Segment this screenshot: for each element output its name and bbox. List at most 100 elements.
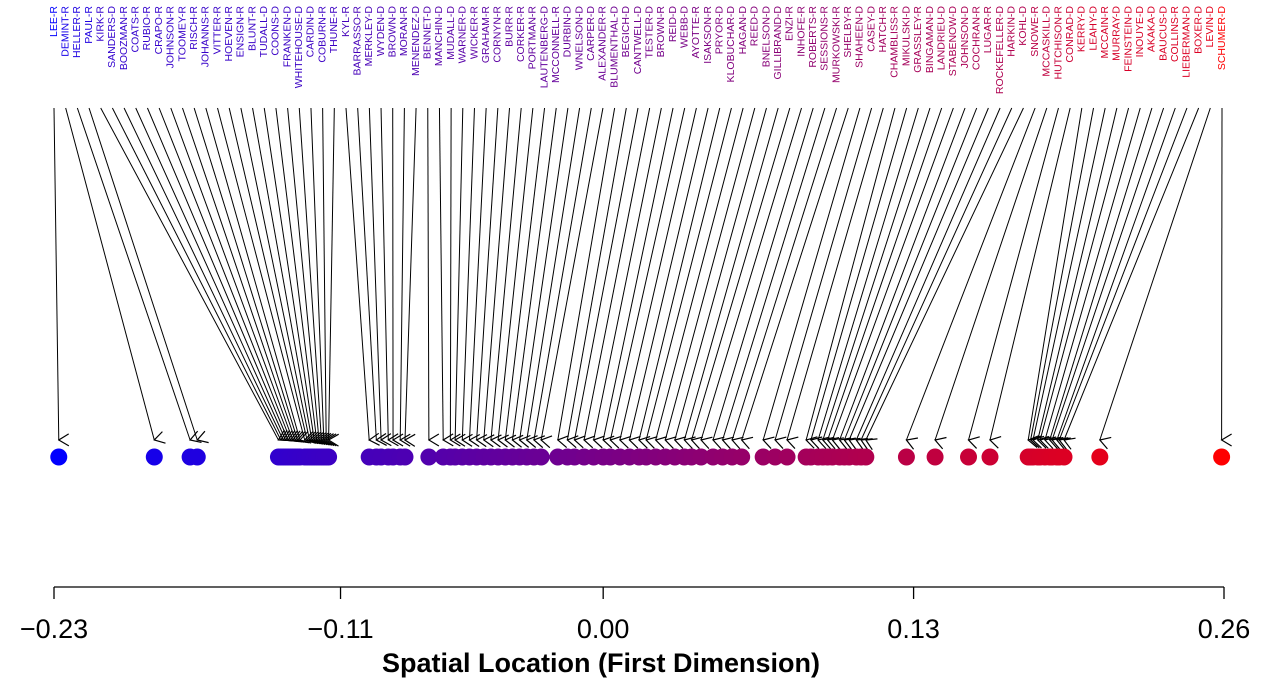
pointer-arrow xyxy=(1057,107,1176,440)
senator-label: ALEXANDER-R xyxy=(597,6,609,81)
pointer-arrow xyxy=(205,107,300,440)
pointer-arrow xyxy=(263,107,314,440)
senator-label: KIRK-R xyxy=(95,6,107,42)
senator-label: TUDALL-D xyxy=(258,6,270,58)
pointer-arrow xyxy=(906,107,1036,440)
pointer-arrow xyxy=(1059,107,1188,440)
pointer-arrow xyxy=(228,107,307,440)
pointer-arrow xyxy=(217,107,305,440)
pointer-arrow xyxy=(1052,107,1165,440)
senator-label: MORAN-R xyxy=(398,6,410,57)
senator-label: JOHNSON-D xyxy=(959,6,971,69)
pointer-arrow xyxy=(849,107,989,440)
pointer-arrow xyxy=(701,107,802,440)
pointer-arrow xyxy=(541,107,604,440)
dot xyxy=(396,448,414,466)
senator-label: BROWN-D xyxy=(387,6,399,58)
pointer-arrow xyxy=(400,107,404,440)
senator-label: SHELBY-R xyxy=(842,6,854,58)
pointer-arrow xyxy=(534,107,592,440)
pointer-arrow xyxy=(818,107,919,440)
pointer-arrow xyxy=(665,107,756,440)
pointer-arrow xyxy=(1064,107,1200,440)
dot xyxy=(766,448,784,466)
dot xyxy=(733,448,751,466)
pointer-arrow xyxy=(646,107,732,440)
senator-label: PRYOR-D xyxy=(714,6,726,55)
pointer-arrow xyxy=(275,107,317,440)
pointer-arrow xyxy=(620,107,697,440)
pointer-arrow xyxy=(840,107,966,440)
pointer-arrow xyxy=(170,107,293,440)
pointer-arrow xyxy=(100,107,279,440)
senator-label: WEBB-D xyxy=(679,6,691,48)
pointer-arrow xyxy=(505,107,546,440)
senator-label: COCHRAN-R xyxy=(971,6,983,71)
senator-label: COBURN-R xyxy=(316,6,328,63)
pointer-arrow xyxy=(405,107,417,440)
senator-label: GRASSLEY-R xyxy=(912,6,924,73)
senator-label: COLLINS-R xyxy=(1169,6,1181,62)
senator-label: HARKIN-D xyxy=(1006,6,1018,57)
senator-label: SANDERS-D xyxy=(106,6,118,68)
senator-label: JOHANNS-R xyxy=(200,6,212,68)
pointer-arrow xyxy=(462,107,475,440)
senator-label: KYL-R xyxy=(340,6,352,37)
senator-label: WNELSON-D xyxy=(573,6,585,71)
x-tick-label: 0.13 xyxy=(887,614,940,644)
senator-label: ENSIGN-R xyxy=(235,6,247,58)
senator-label: WICKER-R xyxy=(468,6,480,59)
dot xyxy=(1091,448,1109,466)
dot xyxy=(778,448,796,466)
pointer-arrow xyxy=(76,107,190,440)
senator-label: LEVIN-D xyxy=(1204,6,1216,48)
senator-label: FRANKEN-D xyxy=(281,6,293,68)
senator-label: CASEY-D xyxy=(865,6,877,52)
senator-label: MCCONNELL-R xyxy=(550,6,562,83)
pointer-arrow xyxy=(450,107,451,440)
pointer-arrow xyxy=(111,107,280,440)
pointer-arrow xyxy=(427,107,429,440)
pointer-arrow xyxy=(298,107,321,440)
pointer-arrow xyxy=(1031,107,1095,440)
dot xyxy=(981,448,999,466)
senator-label: JOHNSON-R xyxy=(165,6,177,69)
pointer-arrow xyxy=(732,107,838,440)
pointer-arrow xyxy=(692,107,791,440)
pointer-arrow xyxy=(610,107,686,440)
senator-label: BOXER-D xyxy=(1192,6,1204,54)
senator-label: MERKLEY-D xyxy=(363,6,375,67)
pointer-arrow xyxy=(287,107,319,440)
pointer-arrow xyxy=(684,107,779,440)
pointer-arrow xyxy=(193,107,297,440)
dot xyxy=(897,448,915,466)
senator-label: CRAPO-R xyxy=(153,6,165,55)
dot xyxy=(188,448,206,466)
pointer-arrow xyxy=(594,107,662,440)
pointer-arrow xyxy=(629,107,709,440)
senator-label: SESSIONS-R xyxy=(819,6,831,71)
pointer-arrow xyxy=(252,107,312,440)
senator-label: CORNYN-R xyxy=(492,6,504,63)
senator-label: FEINSTEIN-D xyxy=(1122,6,1134,72)
pointer-arrow xyxy=(763,107,861,440)
senator-label: MURKOWSKI-R xyxy=(830,6,842,83)
senator-label: BLUMENTHAL-D xyxy=(608,6,620,88)
pointer-arrow xyxy=(742,107,849,440)
senator-label: CARPER-D xyxy=(585,6,597,61)
senator-label: AKAKA-D xyxy=(1146,6,1158,53)
senator-label: CONRAD-D xyxy=(1064,6,1076,63)
pointer-arrow xyxy=(329,107,335,440)
senator-label: MUDALL-D xyxy=(445,6,457,60)
senator-label: TOOMEY-R xyxy=(176,6,188,62)
pointer-arrow xyxy=(603,107,674,440)
senator-label: RUBIO-R xyxy=(141,6,153,51)
pointer-arrow xyxy=(832,107,954,440)
senator-label: COONS-D xyxy=(270,6,282,56)
x-tick-label: 0.26 xyxy=(1198,614,1251,644)
pointer-arrow xyxy=(584,107,651,440)
dot xyxy=(532,448,550,466)
dot xyxy=(960,448,978,466)
pointer-arrow xyxy=(182,107,295,440)
senator-label: KLOBUCHAR-D xyxy=(725,6,737,83)
